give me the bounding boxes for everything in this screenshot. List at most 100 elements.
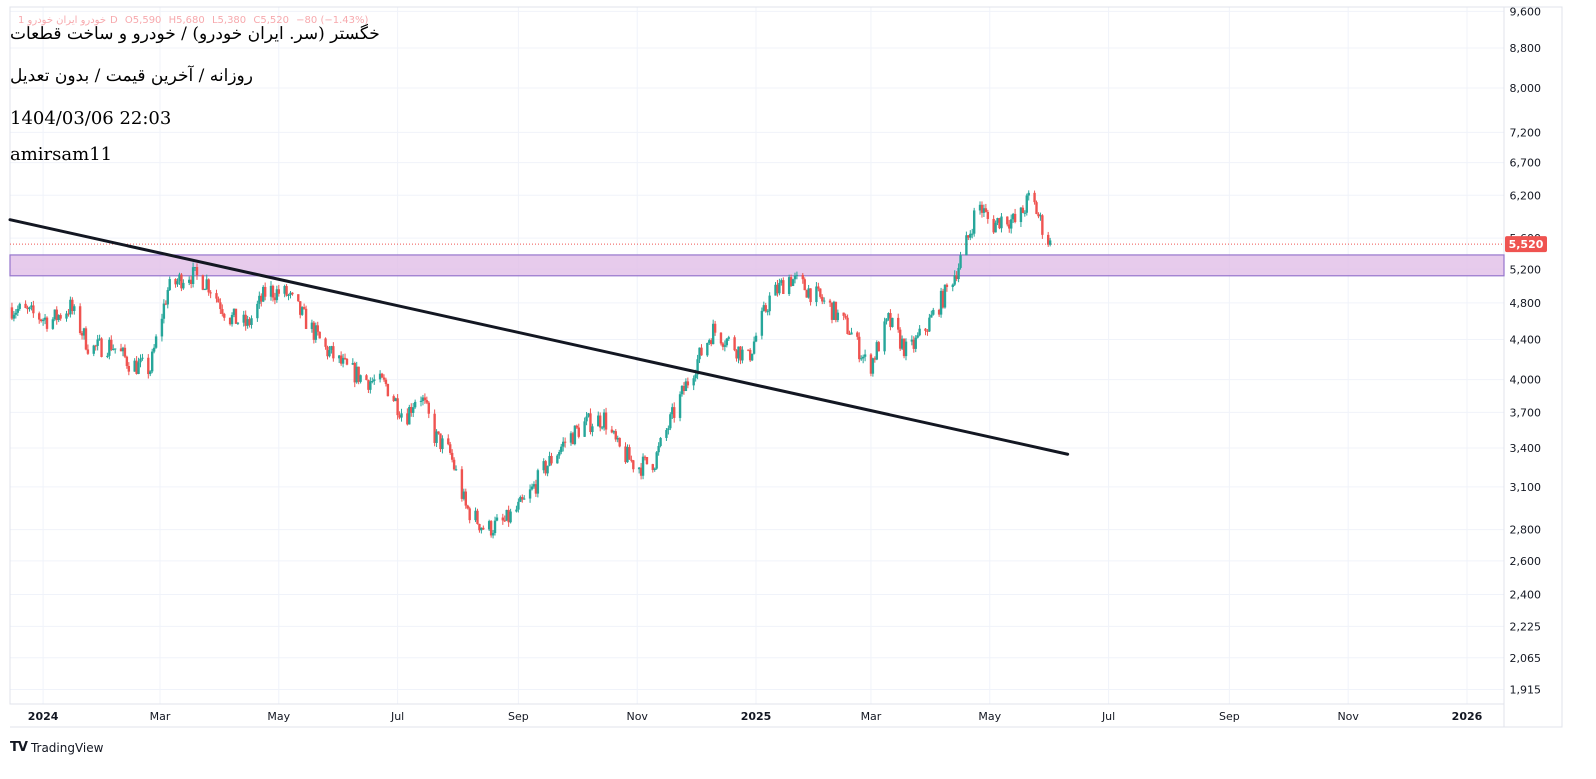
price-axis[interactable]: 1,915 2,065 2,225 2,400 2,600 2,800 3,100 3,400… <box>1510 5 1542 696</box>
ohlc-close: C5,520 <box>253 15 289 26</box>
ohlc-low: L5,380 <box>211 15 247 26</box>
candle-body <box>791 279 795 286</box>
candle-body <box>774 284 777 296</box>
datetime-stamp: 1404/03/06 22:03 <box>10 108 172 129</box>
y-tick-label: 2,400 <box>1510 589 1542 602</box>
candle-body <box>495 517 499 521</box>
candle-body <box>573 425 577 445</box>
candle-body <box>287 294 290 296</box>
candle-body <box>1048 240 1052 245</box>
x-tick-label: May <box>978 710 1001 723</box>
candle-body <box>939 290 943 315</box>
y-tick-label: 8,000 <box>1510 82 1542 95</box>
y-tick-label: 1,915 <box>1510 683 1542 696</box>
timeframe-line: روزانه / آخرین قیمت / بدون تعدیل <box>10 66 253 86</box>
candle-body <box>466 505 469 509</box>
candle-body <box>710 340 713 345</box>
candle-body <box>951 284 954 288</box>
candle-body <box>53 309 57 320</box>
candle-body <box>14 312 18 315</box>
candle-body <box>371 380 374 382</box>
support-zone[interactable] <box>9 254 1505 277</box>
candle-body <box>217 298 220 303</box>
candle-body <box>924 328 927 331</box>
candle-body <box>821 296 824 302</box>
x-tick-label: May <box>267 710 290 723</box>
candle-body <box>748 349 752 361</box>
candle-body <box>889 313 892 327</box>
candle-body <box>1039 215 1042 217</box>
candle-body <box>671 407 674 415</box>
candle-body <box>680 386 684 395</box>
candle-body <box>583 421 586 437</box>
candle-body <box>589 413 592 433</box>
candle-body <box>752 341 756 354</box>
candle-body <box>452 459 456 470</box>
y-tick-label: 3,100 <box>1510 481 1542 494</box>
candle-body <box>834 301 838 321</box>
candle-body <box>476 510 479 524</box>
candle-body <box>51 319 55 329</box>
candle-body <box>127 365 131 372</box>
candle-body <box>168 279 171 291</box>
grid <box>10 7 1504 704</box>
candle-body <box>916 335 919 338</box>
candle-body <box>587 413 590 417</box>
candle-body <box>125 356 129 366</box>
candle-body <box>505 509 508 521</box>
candle-body <box>182 282 185 289</box>
candle-body <box>1027 192 1030 196</box>
candle-body <box>489 521 493 536</box>
candle-body <box>201 275 205 290</box>
candle-body <box>686 381 690 386</box>
candle-body <box>645 456 649 465</box>
candle-body <box>1000 216 1003 229</box>
candle-body <box>591 426 594 433</box>
candle-body <box>123 347 127 357</box>
candle-body <box>437 431 440 434</box>
candle-body <box>787 277 791 295</box>
candle-body <box>861 356 865 359</box>
candle-body <box>339 355 343 364</box>
candle-body <box>147 357 150 375</box>
candle-body <box>191 267 195 284</box>
candle-body <box>643 456 647 458</box>
candle-body <box>945 284 949 288</box>
candle-body <box>174 279 177 285</box>
candle-body <box>345 358 349 365</box>
candle-body <box>501 517 505 521</box>
candle-body <box>351 362 355 365</box>
candle-body <box>883 321 886 352</box>
candle-body <box>780 280 783 283</box>
candle-body <box>256 303 259 319</box>
trendline-path[interactable] <box>8 218 1070 456</box>
candle-body <box>735 350 738 359</box>
trendline[interactable] <box>8 218 1070 456</box>
candle-body <box>871 358 875 374</box>
tradingview-logo[interactable]: TV TradingView <box>10 740 103 755</box>
candle-body <box>764 305 767 312</box>
zone-rect[interactable] <box>9 254 1505 277</box>
candle-body <box>523 498 526 500</box>
candle-body <box>18 303 21 309</box>
candle-body <box>727 337 730 339</box>
ohlc-high: H5,680 <box>168 15 205 26</box>
candle-body <box>795 274 799 276</box>
y-tick-label: 2,600 <box>1510 555 1542 568</box>
candle-body <box>355 366 358 383</box>
candle-body <box>260 295 263 302</box>
candle-body <box>725 338 729 346</box>
candle-body <box>209 292 212 294</box>
candle-body <box>234 308 238 324</box>
candle-body <box>875 342 878 360</box>
candle-body <box>953 275 956 285</box>
candle-body <box>406 413 409 425</box>
time-axis[interactable]: 2024 Mar May Jul Sep Nov 2025 Mar May Jul Sep Nov 20… <box>28 710 1483 723</box>
candle-body <box>1047 234 1050 245</box>
candle-body <box>602 412 606 428</box>
candle-body <box>398 415 401 418</box>
candle-body <box>614 431 617 440</box>
candle-body <box>898 329 902 349</box>
candle-body <box>482 527 485 530</box>
